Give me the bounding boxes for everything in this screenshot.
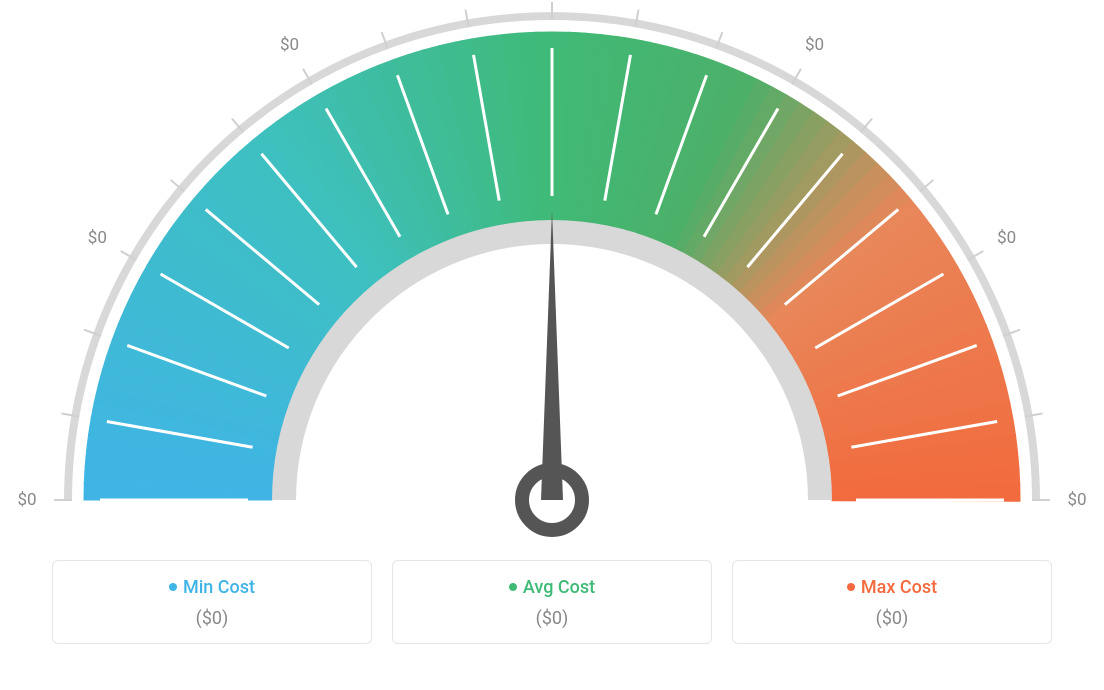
legend-card-min: Min Cost ($0) bbox=[52, 560, 372, 644]
legend-title-min: Min Cost bbox=[53, 577, 371, 598]
gauge-svg bbox=[0, 0, 1104, 560]
gauge-chart: $0$0$0$0$0$0$0 bbox=[0, 0, 1104, 550]
legend-title-max: Max Cost bbox=[733, 577, 1051, 598]
dot-icon bbox=[847, 583, 855, 591]
legend-card-max: Max Cost ($0) bbox=[732, 560, 1052, 644]
legend-title-text: Avg Cost bbox=[523, 577, 595, 598]
legend-title-avg: Avg Cost bbox=[393, 577, 711, 598]
legend-value-min: ($0) bbox=[53, 608, 371, 629]
legend-title-text: Min Cost bbox=[183, 577, 255, 598]
legend-card-avg: Avg Cost ($0) bbox=[392, 560, 712, 644]
legend-row: Min Cost ($0) Avg Cost ($0) Max Cost ($0… bbox=[0, 560, 1104, 644]
gauge-tick-label: $0 bbox=[805, 35, 824, 55]
gauge-tick-label: $0 bbox=[88, 228, 107, 248]
dot-icon bbox=[169, 583, 177, 591]
legend-title-text: Max Cost bbox=[861, 577, 937, 598]
gauge-tick-label: $0 bbox=[997, 228, 1016, 248]
legend-value-max: ($0) bbox=[733, 608, 1051, 629]
gauge-tick-label: $0 bbox=[1067, 490, 1086, 510]
gauge-tick-label: $0 bbox=[17, 490, 36, 510]
legend-value-avg: ($0) bbox=[393, 608, 711, 629]
dot-icon bbox=[509, 583, 517, 591]
gauge-tick-label: $0 bbox=[280, 35, 299, 55]
